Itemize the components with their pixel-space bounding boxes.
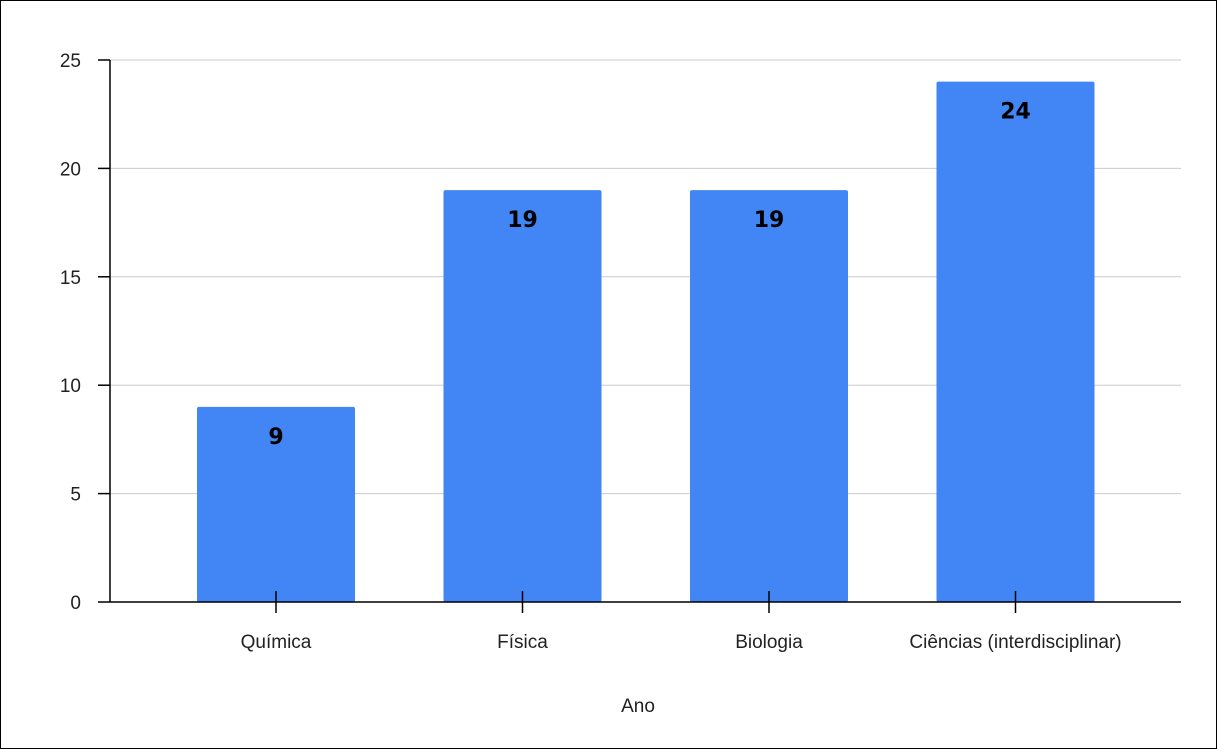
labels: 0 5 10 15 20 25 9 Química 19 Física 19 Biologia 24 Ci… <box>60 51 1122 653</box>
bar <box>197 406 355 602</box>
x-tick-label: Biologia <box>735 632 803 653</box>
axes <box>98 59 1181 613</box>
y-tick-label: 25 <box>60 51 81 72</box>
bar <box>443 190 602 602</box>
x-tick-label: Física <box>497 632 548 653</box>
data-label: 24 <box>1000 100 1031 125</box>
y-tick-label: 0 <box>70 593 81 614</box>
x-tick-label: Química <box>241 632 312 653</box>
x-axis-title: Ano <box>621 696 655 717</box>
y-tick-label: 20 <box>60 159 81 180</box>
y-tick-label: 10 <box>60 376 81 397</box>
y-tick-label: 15 <box>60 268 81 289</box>
x-tick-label: Ciências (interdisciplinar) <box>909 632 1121 653</box>
bars <box>197 81 1095 603</box>
y-tick-label: 5 <box>70 485 81 506</box>
data-label: 9 <box>268 425 283 450</box>
bar <box>936 81 1095 603</box>
data-label: 19 <box>754 208 785 233</box>
data-label: 19 <box>507 208 538 233</box>
bar <box>690 190 848 602</box>
